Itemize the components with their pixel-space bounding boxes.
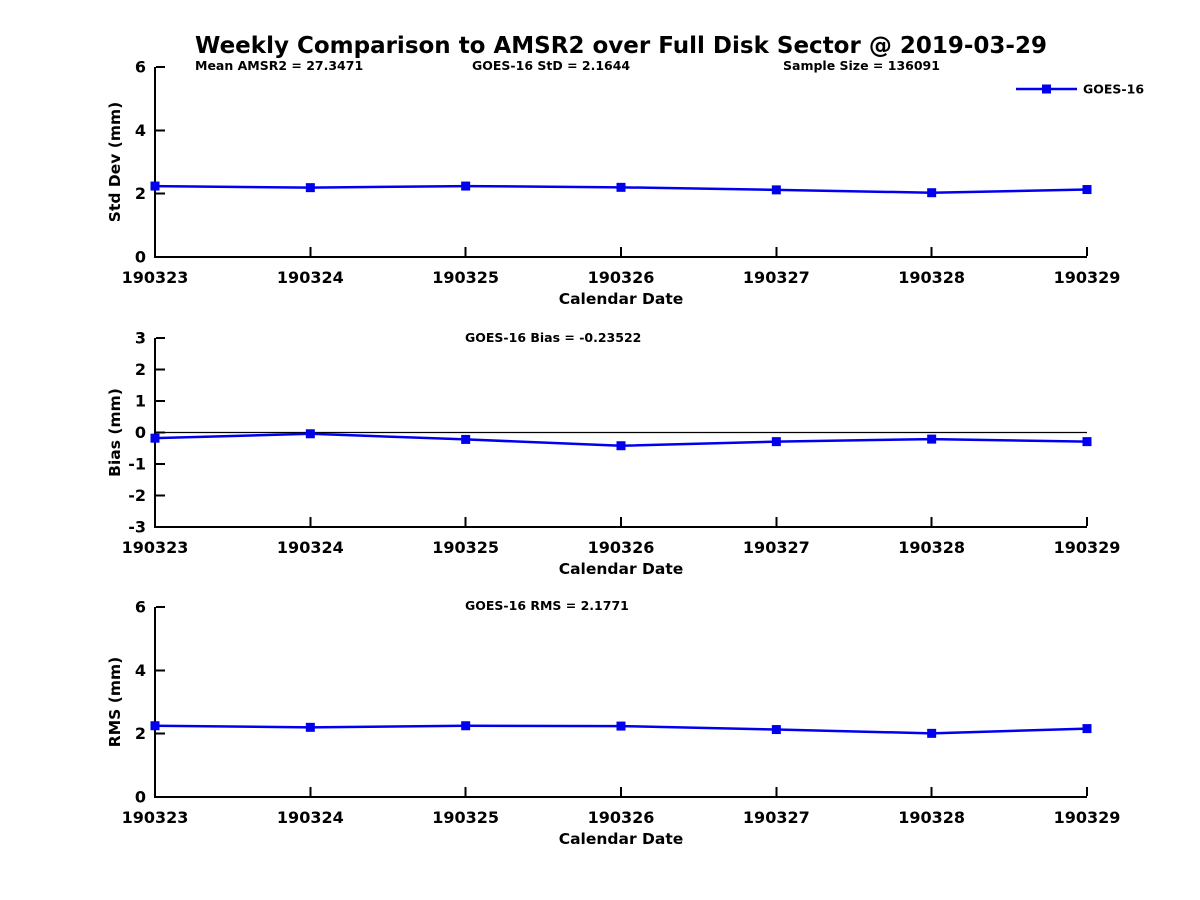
subplot-std-dev: 0 2 4 6 190323 190324 190325 190326 190327 190328… xyxy=(106,58,1144,309)
y-tick-label: 4 xyxy=(135,661,146,680)
data-point-marker xyxy=(616,721,626,731)
y-tick-label: 0 xyxy=(135,423,146,442)
annotation: GOES-16 RMS = 2.1771 xyxy=(465,598,629,613)
x-tick-label: 190323 xyxy=(122,808,189,827)
legend-marker xyxy=(1042,84,1051,94)
x-axis-label: Calendar Date xyxy=(559,560,684,578)
y-tick-label: 0 xyxy=(135,248,146,267)
data-point-marker xyxy=(305,722,315,732)
y-tick-label: 6 xyxy=(135,58,146,77)
y-tick-label: 3 xyxy=(135,329,146,348)
legend-label: GOES-16 xyxy=(1083,82,1144,97)
x-tick-label: 190329 xyxy=(1054,268,1121,287)
x-tick-label: 190329 xyxy=(1054,808,1121,827)
x-tick-label: 190329 xyxy=(1054,538,1121,557)
x-tick-label: 190327 xyxy=(743,268,810,287)
y-tick-label: -1 xyxy=(128,455,146,474)
annotation: Sample Size = 136091 xyxy=(783,58,940,73)
y-tick-label: 2 xyxy=(135,184,146,203)
x-tick-label: 190324 xyxy=(277,538,344,557)
y-tick-label: 0 xyxy=(135,788,146,807)
y-tick-label: 4 xyxy=(135,121,146,140)
data-point-marker xyxy=(771,185,781,195)
x-tick-label: 190323 xyxy=(122,268,189,287)
annotation: GOES-16 StD = 2.1644 xyxy=(472,58,630,73)
x-axis-label: Calendar Date xyxy=(559,830,684,848)
y-tick-label: -2 xyxy=(128,486,146,505)
data-point-marker xyxy=(1082,724,1092,734)
data-point-marker xyxy=(461,434,471,444)
annotation: GOES-16 Bias = -0.23522 xyxy=(465,330,641,345)
y-axis-label: RMS (mm) xyxy=(106,657,124,747)
figure-title: Weekly Comparison to AMSR2 over Full Dis… xyxy=(195,33,1047,59)
x-tick-label: 190326 xyxy=(588,538,655,557)
data-point-marker xyxy=(771,725,781,735)
y-axis-label: Bias (mm) xyxy=(106,388,124,477)
data-point-marker xyxy=(616,182,626,192)
y-tick-label: 6 xyxy=(135,598,146,617)
x-tick-label: 190325 xyxy=(432,538,499,557)
legend: GOES-16 xyxy=(1016,82,1144,97)
data-point-marker xyxy=(927,728,937,738)
y-tick-label: -3 xyxy=(128,518,146,537)
x-tick-label: 190327 xyxy=(743,808,810,827)
data-point-marker xyxy=(461,721,471,731)
data-point-marker xyxy=(150,721,160,731)
data-point-marker xyxy=(616,441,626,451)
subplot-rms: 0 2 4 6 190323 190324 190325 190326 190327 190328… xyxy=(106,598,1120,849)
axis-spine xyxy=(154,67,1087,258)
x-tick-label: 190325 xyxy=(432,808,499,827)
x-tick-label: 190324 xyxy=(277,268,344,287)
x-tick-label: 190325 xyxy=(432,268,499,287)
x-tick-label: 190323 xyxy=(122,538,189,557)
data-point-marker xyxy=(461,181,471,191)
y-tick-label: 1 xyxy=(135,392,146,411)
y-tick-label: 2 xyxy=(135,360,146,379)
data-point-marker xyxy=(771,437,781,447)
x-tick-label: 190328 xyxy=(898,808,965,827)
data-point-marker xyxy=(150,433,160,443)
axis-spine xyxy=(154,338,1087,528)
data-point-marker xyxy=(1082,185,1092,195)
x-tick-label: 190326 xyxy=(588,268,655,287)
annotation: Mean AMSR2 = 27.3471 xyxy=(195,58,363,73)
data-point-marker xyxy=(927,434,937,444)
x-axis-label: Calendar Date xyxy=(559,290,684,308)
data-point-marker xyxy=(927,188,937,198)
data-point-marker xyxy=(305,429,315,439)
y-axis-label: Std Dev (mm) xyxy=(106,102,124,222)
x-tick-label: 190326 xyxy=(588,808,655,827)
x-tick-label: 190328 xyxy=(898,538,965,557)
y-tick-label: 2 xyxy=(135,724,146,743)
x-tick-label: 190327 xyxy=(743,538,810,557)
data-point-marker xyxy=(305,183,315,193)
data-point-marker xyxy=(150,181,160,191)
subplots-group: 0 2 4 6 190323 190324 190325 190326 190327 190328… xyxy=(106,58,1144,849)
x-tick-label: 190328 xyxy=(898,268,965,287)
axis-spine xyxy=(154,607,1087,798)
x-tick-label: 190324 xyxy=(277,808,344,827)
data-point-marker xyxy=(1082,437,1092,447)
subplot-bias: -3 -2 -1 0 1 2 3 190323 190324 190325 190326 190327… xyxy=(106,329,1120,579)
